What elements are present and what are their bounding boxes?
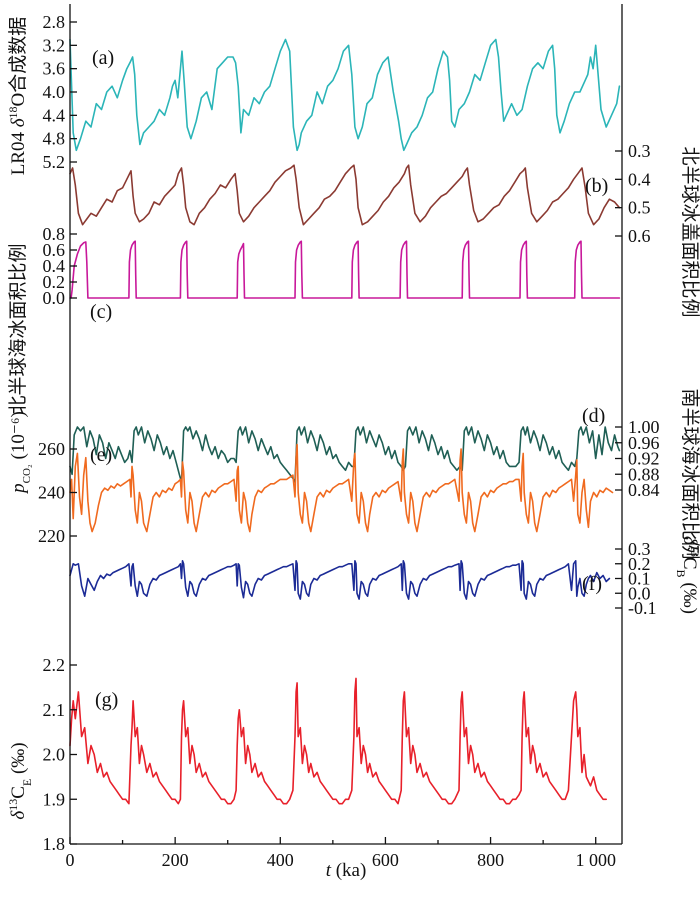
y-tick-label-a: 5.2 [43,152,66,172]
panel-letter-a: (a) [92,47,114,69]
y-tick-label-f: -0.1 [628,598,657,618]
y-tick-label-d: 0.88 [628,464,660,484]
y-tick-label-b: 0.4 [628,169,651,189]
y-tick-label-g: 2.1 [43,700,66,720]
y-title-delta: δ [679,536,700,546]
y-title-sup: 13 [6,799,20,811]
y-title-sup: 18 [6,106,20,118]
series-line-b [69,164,621,226]
y-tick-label-b: 0.3 [628,141,651,161]
labels-layer: 0 200 400 600 800 1 000 t (ka) 2.8 3.2 3.6 4.0 4.4 4… [6,12,700,881]
y-tick-label-a: 3.2 [43,35,66,55]
x-tick-label: 200 [162,850,189,870]
y-title-sub: CO₂ [21,464,33,483]
y-title-sub: E [20,779,34,786]
panel-letter-d: (d) [582,405,605,427]
series-line-e [69,443,614,533]
x-tick-label: 800 [477,850,504,870]
y-title-sub: B [674,570,688,578]
y-tick-label-b: 0.6 [628,226,651,246]
y-tick-label-f: 0.2 [628,554,651,574]
y-tick-label-f: 0.1 [628,569,651,589]
y-tick-label-c: 0.6 [43,240,66,260]
series-line-a [69,38,621,152]
y-title-unit: (‰) [679,578,700,614]
panel-letter-b: (b) [585,175,608,197]
y-title-var: C [8,786,29,799]
y-tick-label-a: 4.4 [43,105,66,125]
y-tick-label-a: 2.8 [43,12,66,32]
axes-layer [69,4,623,845]
y-tick-label-g: 2.0 [43,745,66,765]
y-tick-label-d: 0.96 [628,433,660,453]
y-axis-title-e: pCO₂ (10⁻⁶) [8,411,33,495]
series-line-d [69,426,621,483]
panel-letter-c: (c) [90,301,112,323]
x-axis-title: t (ka) [326,860,367,881]
series-line-c [69,240,621,299]
x-axis-title-var: t [326,860,332,881]
y-tick-label-f: 0.0 [628,583,651,603]
y-title-prefix: LR04 [8,127,29,175]
series-line-g [69,677,608,805]
y-axis-title-g: δ13CE (‰) [6,742,34,819]
x-tick-label: 0 [66,850,75,870]
y-axis-title-f: δ13CB (‰) [674,536,700,614]
y-tick-label-e: 240 [38,483,65,503]
series-layer [69,38,621,805]
y-tick-label-d: 0.84 [628,480,660,500]
y-tick-label-b: 0.5 [628,198,651,218]
y-tick-label-a: 4.8 [43,129,66,149]
y-tick-label-a: 4.0 [43,82,66,102]
y-tick-label-d: 0.92 [628,449,660,469]
y-axis-title-a: LR04 δ18O合成数据 [6,17,29,176]
y-tick-label-g: 1.9 [43,789,66,809]
y-tick-label-c: 0.8 [43,224,66,244]
series-line-f [69,559,611,600]
y-title-unit: (10⁻⁶) [8,411,29,464]
y-axis-title-c: 北半球海冰面积比例 [7,243,29,414]
y-axis-title-d: 南半球海冰面积比例 [679,388,700,559]
y-tick-label-e: 220 [38,526,65,546]
panel-letter-e: (e) [90,444,112,466]
y-tick-label-a: 3.6 [43,59,66,79]
y-tick-label-e: 260 [38,439,65,459]
y-title-delta: δ [8,117,29,127]
y-tick-label-c: 0.0 [43,288,66,308]
y-tick-label-c: 0.2 [43,272,66,292]
y-title-sup: 13 [688,545,700,557]
y-tick-label-d: 1.00 [628,417,660,437]
x-tick-label: 600 [372,850,399,870]
x-tick-label: 1 000 [575,850,616,870]
x-tick-label: 400 [267,850,294,870]
y-title-var: p [8,483,29,495]
y-axis-title-b: 北半球冰盖面积比例 [679,146,700,317]
y-tick-label-g: 1.8 [43,834,66,854]
y-title-var: C [679,557,700,570]
y-tick-label-c: 0.4 [43,256,66,276]
panel-letter-g: (g) [95,689,118,711]
x-axis-title-unit: (ka) [331,860,366,881]
y-tick-label-f: 0.3 [628,539,651,559]
y-tick-label-g: 2.2 [43,655,66,675]
y-title-main: O合成数据 [7,17,29,107]
y-title-unit: (‰) [8,742,29,778]
panel-letter-f: (f) [582,573,602,595]
y-title-delta: δ [8,810,29,820]
